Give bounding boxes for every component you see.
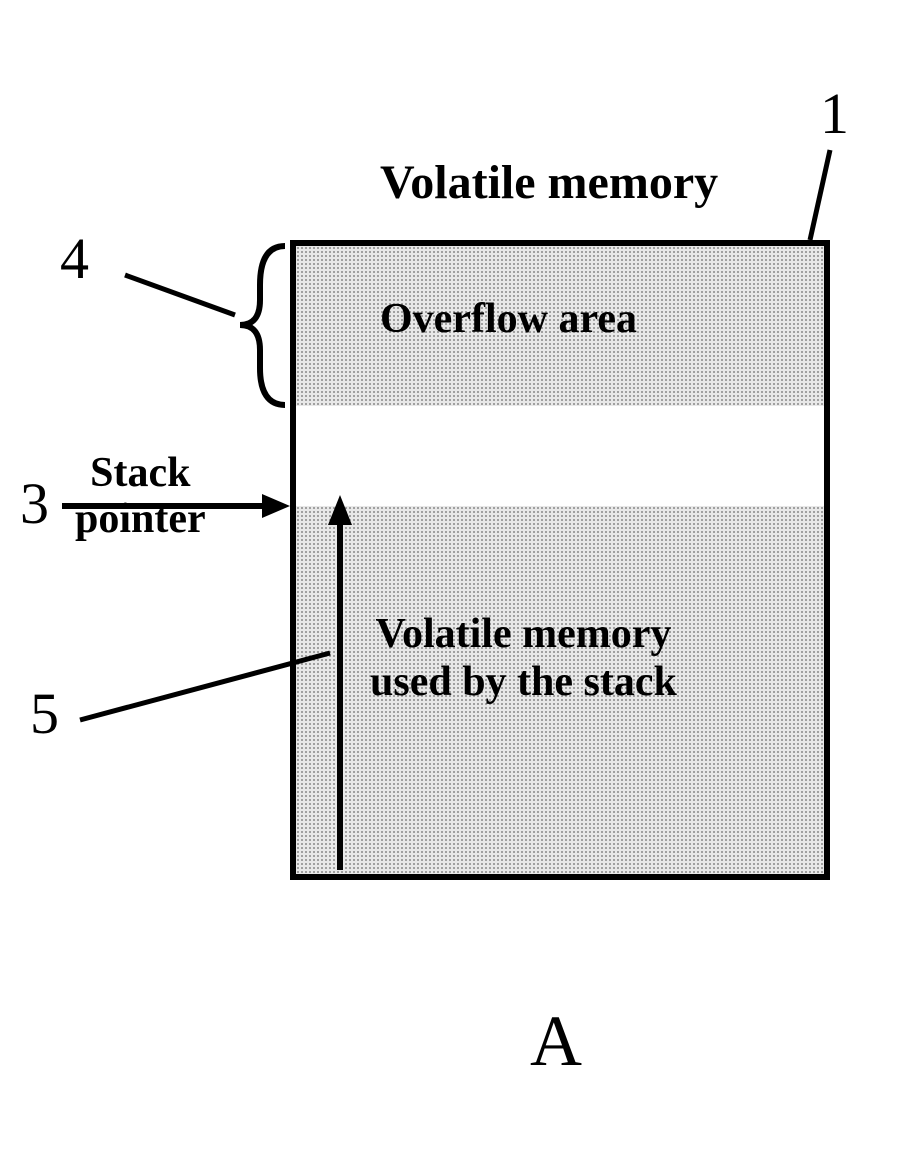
gap-region xyxy=(296,406,824,506)
stack-pointer-label: Stack pointer xyxy=(75,450,206,542)
stack-region-label: Volatile memory used by the stack xyxy=(370,610,677,707)
callout-4: 4 xyxy=(60,225,89,292)
diagram-title: Volatile memory xyxy=(380,155,718,210)
callout-1: 1 xyxy=(820,80,849,147)
memory-diagram: Volatile memory Overflow area Volatile m… xyxy=(0,0,902,1160)
figure-label: A xyxy=(530,1000,582,1083)
overflow-label: Overflow area xyxy=(380,295,637,343)
callout-3: 3 xyxy=(20,470,49,537)
callout-5: 5 xyxy=(30,680,59,747)
